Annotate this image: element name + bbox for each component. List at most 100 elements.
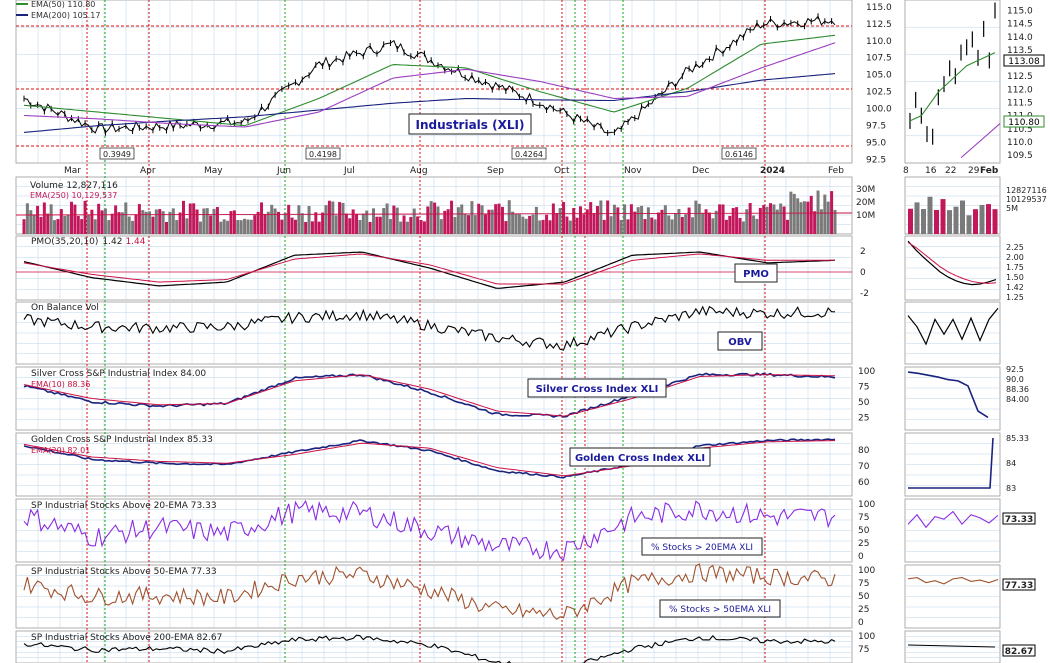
month-label: Jul [343, 166, 355, 176]
above50-annotation-box [659, 599, 781, 618]
volume-bar [141, 210, 145, 234]
volume-bar [595, 206, 599, 234]
inset-volume-bar [921, 209, 926, 234]
pmo-marker: 0.4264 [515, 150, 543, 159]
volume-bar [500, 206, 504, 234]
volume-bar [276, 211, 280, 234]
volume-bar [317, 221, 321, 234]
volume-bar [246, 219, 250, 234]
above50-title: SP Industrial Stocks Above 50-EMA 77.33 [31, 567, 217, 577]
volume-bar [209, 215, 213, 234]
volume-bar [470, 201, 474, 234]
volume-bar [49, 204, 53, 234]
volume-bar [338, 202, 342, 234]
volume-bar [816, 190, 820, 234]
above200-line [23, 634, 836, 663]
volume-bar [785, 219, 789, 234]
volume-bar [690, 217, 694, 234]
volume-bar [460, 204, 464, 234]
volume-bar [131, 220, 135, 234]
volume-ema: EMA(250) 10,129,537 [30, 191, 117, 200]
volume-bar [528, 215, 532, 234]
main-ytick: 92.5 [866, 156, 886, 166]
inset-ema50-line [909, 52, 996, 122]
inset-ytick: 112.5 [1007, 72, 1033, 82]
inset-volume-bar [986, 204, 991, 234]
volume-bar [192, 203, 196, 234]
volume-bar [755, 218, 759, 234]
above20-annotation-box [641, 537, 763, 556]
volume-bar [178, 212, 182, 234]
inset-golden-line [908, 437, 994, 489]
volume-bar [310, 221, 314, 234]
above50-ytick: 75 [858, 579, 869, 589]
volume-bar [243, 218, 247, 234]
volume-bar [612, 204, 616, 234]
inset-date: Feb [980, 166, 999, 176]
volume-bar [124, 202, 128, 234]
inset-date: 22 [945, 166, 956, 176]
above200-title: SP Industrial Stocks Above 200-EMA 82.67 [31, 633, 222, 643]
volume-bar [107, 220, 111, 234]
volume-bar [181, 200, 185, 234]
volume-bar [473, 215, 477, 234]
volume-bar [36, 205, 40, 234]
volume-bar [158, 209, 162, 234]
volume-bar [643, 219, 647, 234]
volume-bar [524, 218, 528, 234]
volume-bar [752, 215, 756, 234]
volume-bar [29, 210, 33, 234]
month-label: Apr [140, 166, 156, 176]
volume-bar [127, 216, 131, 234]
volume-bar [297, 205, 301, 234]
inset-ytick: 113.5 [1007, 46, 1033, 56]
volume-bar [521, 216, 525, 234]
inset-volume-bar [927, 196, 933, 234]
volume-bar [602, 219, 606, 234]
volume-bar [73, 204, 77, 234]
above200-ytick: 75 [858, 645, 869, 655]
volume-bar [22, 219, 26, 234]
volume-bar [185, 218, 189, 234]
series-layer [15, 2, 1001, 663]
volume-bar [494, 204, 498, 234]
month-label: Oct [554, 166, 570, 176]
golden-annotation: Golden Cross Index XLI [575, 453, 705, 464]
volume-bar [134, 214, 138, 234]
volume-bar [205, 208, 209, 234]
volume-bar [419, 219, 423, 234]
volume-bar [175, 220, 179, 234]
volume-bar [375, 216, 379, 234]
inset-volume-bar [973, 209, 978, 234]
volume-bar [253, 215, 257, 234]
inset-silver-label: 84.00 [1006, 395, 1029, 404]
main-ytick: 112.5 [866, 20, 892, 30]
pmo-value-1: 1.42 [102, 237, 122, 247]
month-label: Feb [828, 166, 844, 176]
volume-bar [219, 221, 223, 234]
volume-bar [402, 215, 406, 234]
inset-silver-label: 90.0 [1006, 375, 1024, 384]
pmo-marker: 0.6146 [725, 150, 753, 159]
volume-bar [609, 216, 613, 234]
volume-bar [487, 209, 491, 234]
inset-above200-line [907, 644, 996, 648]
volume-bar [378, 216, 382, 234]
inset-pmo-label: 2.25 [1006, 243, 1024, 252]
volume-bar [534, 206, 538, 234]
pmo-marker-box [511, 147, 547, 160]
inset-golden-label: 83 [1006, 484, 1016, 493]
volume-bar [202, 208, 206, 234]
inset-volume-bar [966, 215, 972, 234]
volume-bar [606, 200, 610, 234]
volume-bar [236, 220, 240, 234]
volume-bar [758, 207, 762, 234]
volume-bar [154, 209, 158, 234]
volume-bar [562, 201, 566, 234]
month-label: Jun [276, 166, 291, 176]
volume-bar [266, 211, 270, 234]
volume-bar [195, 209, 199, 234]
volume-bar [117, 212, 121, 234]
volume-bar [697, 203, 701, 234]
above50-ytick: 25 [858, 605, 869, 615]
